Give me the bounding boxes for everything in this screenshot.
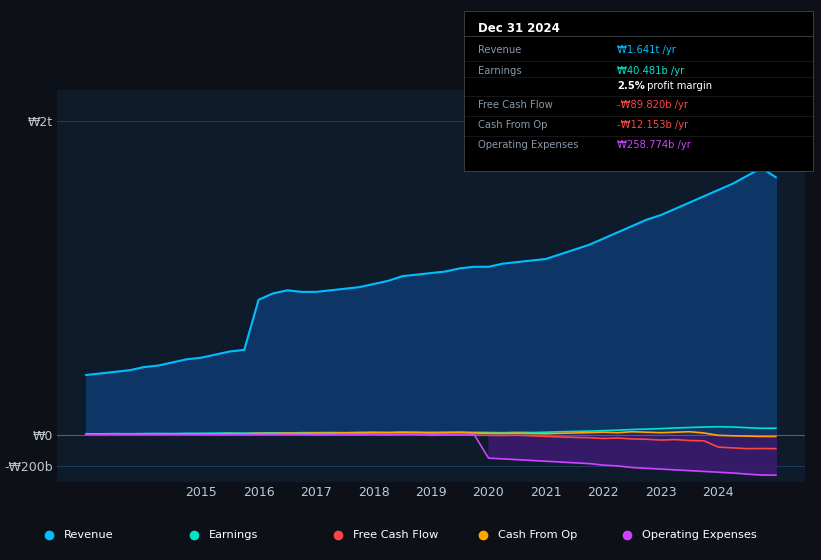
Text: Revenue: Revenue [478,45,521,55]
Text: Dec 31 2024: Dec 31 2024 [478,22,560,35]
Text: Operating Expenses: Operating Expenses [642,530,757,540]
Text: -₩12.153b /yr: -₩12.153b /yr [617,120,689,130]
Text: Earnings: Earnings [209,530,258,540]
Text: Cash From Op: Cash From Op [478,120,548,130]
Text: Cash From Op: Cash From Op [498,530,577,540]
Text: Free Cash Flow: Free Cash Flow [478,100,553,110]
Text: -₩89.820b /yr: -₩89.820b /yr [617,100,688,110]
Text: Operating Expenses: Operating Expenses [478,140,578,150]
Text: ₩40.481b /yr: ₩40.481b /yr [617,66,685,76]
Text: Revenue: Revenue [64,530,113,540]
Text: Earnings: Earnings [478,66,521,76]
Text: profit margin: profit margin [644,81,712,91]
Text: ₩258.774b /yr: ₩258.774b /yr [617,140,691,150]
Text: Free Cash Flow: Free Cash Flow [353,530,438,540]
Text: ₩1.641t /yr: ₩1.641t /yr [617,45,677,55]
Text: 2.5%: 2.5% [617,81,645,91]
